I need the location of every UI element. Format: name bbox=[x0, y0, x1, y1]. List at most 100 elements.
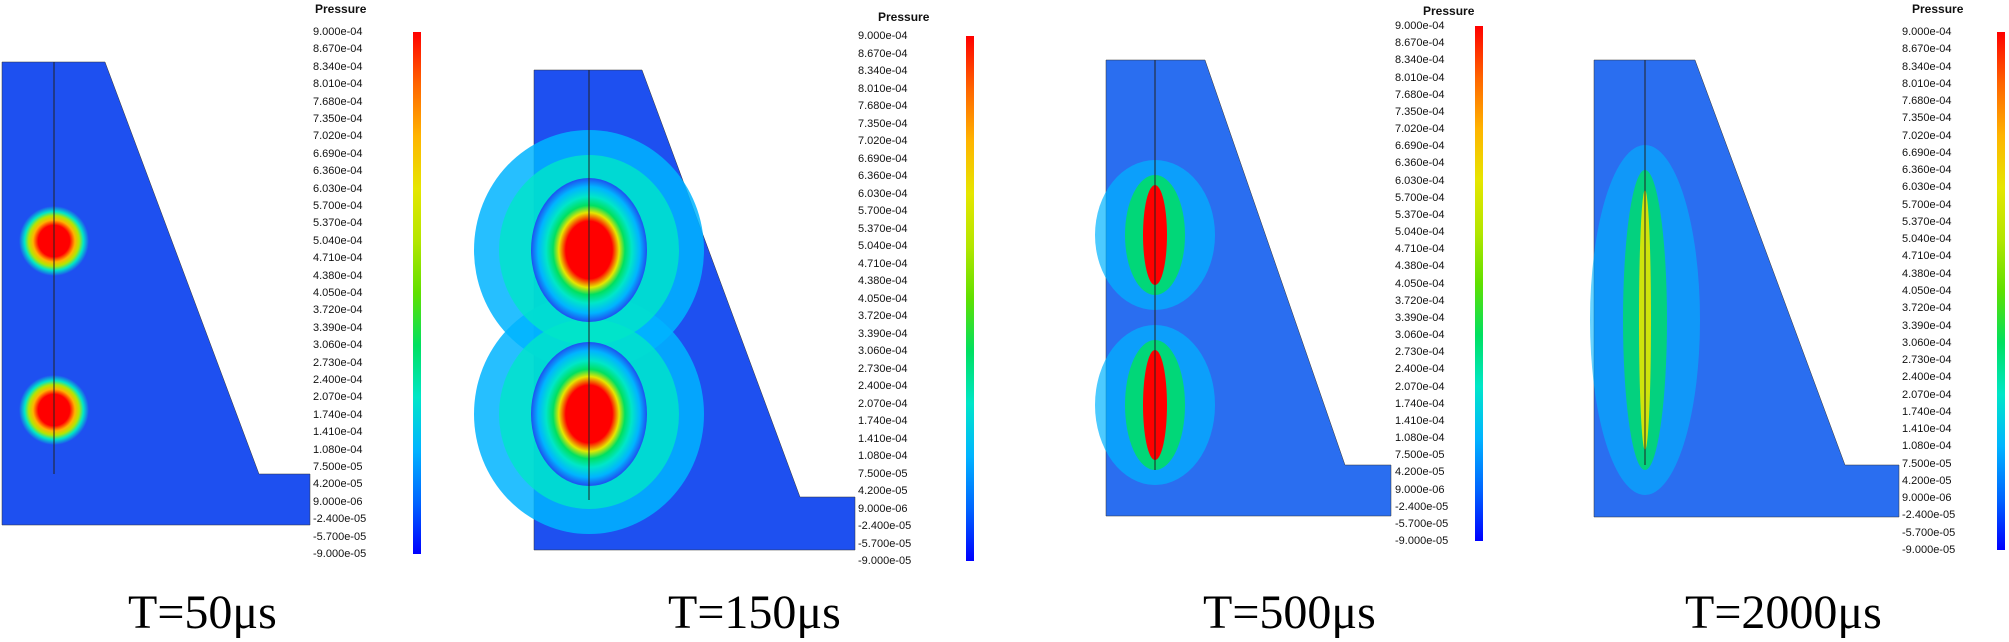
legend-tick-label: 8.340e-04 bbox=[1395, 54, 1445, 67]
legend-tick-label: 6.030e-04 bbox=[313, 182, 363, 195]
legend-tick-label: 8.670e-04 bbox=[313, 43, 363, 56]
caption-t150: T=150μs bbox=[668, 586, 841, 639]
legend-tick-label: 7.350e-04 bbox=[313, 113, 363, 125]
legend-tick-label: 3.390e-04 bbox=[858, 327, 908, 340]
legend-tick-label: 2.730e-04 bbox=[313, 356, 363, 369]
legend-tick-label: 5.040e-04 bbox=[1395, 226, 1445, 238]
caption-t500: T=500μs bbox=[1203, 586, 1376, 639]
legend-title: Pressure bbox=[315, 2, 367, 16]
legend-title: Pressure bbox=[878, 10, 930, 24]
legend-title: Pressure bbox=[1423, 4, 1475, 18]
legend-tick-label: 1.080e-04 bbox=[1395, 432, 1445, 444]
pressure-contour-t500 bbox=[1095, 59, 1392, 517]
legend-tick-label: 7.680e-04 bbox=[1395, 88, 1445, 101]
legend-tick-label: 6.360e-04 bbox=[1395, 157, 1445, 170]
legend-tick-label: 2.070e-04 bbox=[313, 391, 363, 404]
legend-tick-label: 3.060e-04 bbox=[313, 339, 363, 352]
legend-tick-label: 6.030e-04 bbox=[858, 187, 908, 200]
legend-tick-label: 8.010e-04 bbox=[858, 82, 908, 95]
legend-tick-label: 2.730e-04 bbox=[858, 362, 908, 375]
pressure-contour-t2000 bbox=[1590, 59, 1900, 518]
legend-tick-label: 6.690e-04 bbox=[1395, 140, 1445, 153]
legend-tick-label: 1.080e-04 bbox=[858, 450, 908, 462]
legend-title: Pressure bbox=[1912, 2, 1964, 16]
legend-tick-label: 9.000e-04 bbox=[858, 30, 908, 42]
legend-tick-label: 7.020e-04 bbox=[858, 135, 908, 147]
legend-colorbar bbox=[1475, 26, 1483, 541]
legend-tick-label: 9.000e-06 bbox=[858, 502, 908, 515]
legend-tick-label: 1.410e-04 bbox=[313, 426, 363, 439]
caption-t50: T=50μs bbox=[128, 586, 277, 639]
legend-tick-label: -2.400e-05 bbox=[313, 513, 367, 526]
legend-tick-label: 5.040e-04 bbox=[1902, 233, 1952, 246]
panel-t500: Pressure 9.000e-04 8.670e-04 8.340e-04 8.01… bbox=[1095, 0, 1525, 639]
legend-colorbar bbox=[1997, 32, 2005, 550]
legend-tick-label: 6.360e-04 bbox=[1902, 164, 1952, 177]
legend-tick-label: 6.690e-04 bbox=[313, 147, 363, 160]
legend-tick-label: 7.350e-04 bbox=[1902, 112, 1952, 125]
legend-tick-label: 6.360e-04 bbox=[313, 165, 363, 178]
legend-tick-label: 3.390e-04 bbox=[1902, 319, 1952, 332]
legend-tick-label: 4.710e-04 bbox=[313, 252, 363, 265]
legend-tick-label: 7.680e-04 bbox=[858, 100, 908, 112]
legend-tick-label: 8.340e-04 bbox=[1902, 60, 1952, 73]
legend-tick-label: -5.700e-05 bbox=[1395, 517, 1449, 530]
legend-tick-label: 2.400e-04 bbox=[1902, 371, 1952, 384]
legend-tick-label: 5.040e-04 bbox=[313, 234, 363, 247]
legend-tick-label: 5.370e-04 bbox=[858, 222, 908, 235]
legend-tick-label: 2.070e-04 bbox=[858, 397, 908, 410]
legend-colorbar bbox=[413, 32, 421, 554]
legend-tick-label: 3.390e-04 bbox=[1395, 311, 1445, 324]
legend-tick-label: 3.720e-04 bbox=[858, 310, 908, 322]
panel-t50: Pressure 9.000e-04 8.670e-04 8.340e-04 8.01… bbox=[0, 0, 430, 639]
legend-tick-label: 4.710e-04 bbox=[1395, 243, 1445, 256]
legend-tick-label: 7.350e-04 bbox=[1395, 105, 1445, 118]
legend-tick-label: 7.020e-04 bbox=[1395, 123, 1445, 135]
legend-tick-label: 1.080e-04 bbox=[1902, 440, 1952, 453]
legend-tick-label: 8.670e-04 bbox=[1902, 43, 1952, 56]
legend-tick-label: -9.000e-05 bbox=[313, 548, 367, 560]
legend-tick-label: 1.740e-04 bbox=[313, 408, 363, 421]
legend-tick-label: -2.400e-05 bbox=[1902, 509, 1956, 522]
pressure-contour-t150 bbox=[474, 69, 856, 551]
legend-tick-label: 1.740e-04 bbox=[858, 415, 908, 427]
legend-tick-label: 6.030e-04 bbox=[1902, 181, 1952, 194]
caption-t2000: T=2000μs bbox=[1685, 586, 1882, 639]
legend-tick-label: 8.010e-04 bbox=[1902, 77, 1952, 90]
legend-tick-label: 4.200e-05 bbox=[1395, 466, 1445, 479]
legend-tick-label: 4.050e-04 bbox=[1902, 285, 1952, 297]
dam-section-t50 bbox=[1, 61, 311, 526]
legend-tick-label: -9.000e-05 bbox=[1902, 544, 1956, 556]
legend-tick-label: 7.020e-04 bbox=[313, 130, 363, 143]
legend-tick-label: 4.200e-05 bbox=[313, 478, 363, 491]
legend-tick-label: 2.730e-04 bbox=[1902, 354, 1952, 367]
legend-tick-label: -9.000e-05 bbox=[858, 555, 912, 567]
legend-tick-label: 9.000e-06 bbox=[1395, 483, 1445, 496]
legend-tick-label: 2.400e-04 bbox=[1395, 363, 1445, 376]
legend-tick-label: 5.370e-04 bbox=[1395, 208, 1445, 221]
legend-tick-label: 8.340e-04 bbox=[858, 65, 908, 77]
legend-tick-label: 5.700e-04 bbox=[1395, 191, 1445, 204]
legend-tick-label: 1.740e-04 bbox=[1395, 397, 1445, 410]
legend-tick-label: 5.370e-04 bbox=[313, 217, 363, 230]
legend-tick-label: 7.020e-04 bbox=[1902, 129, 1952, 142]
legend-tick-label: 6.690e-04 bbox=[1902, 146, 1952, 159]
legend-tick-label: 7.500e-05 bbox=[1902, 457, 1952, 470]
legend-tick-label: 8.670e-04 bbox=[1395, 37, 1445, 50]
legend-tick-label: 4.380e-04 bbox=[313, 269, 363, 282]
legend-tick-label: 1.410e-04 bbox=[1395, 414, 1445, 427]
legend-tick-label: -2.400e-05 bbox=[858, 520, 912, 532]
legend-tick-label: 5.700e-04 bbox=[858, 205, 908, 217]
legend-tick-label: 5.370e-04 bbox=[1902, 215, 1952, 228]
legend-tick-label: -9.000e-05 bbox=[1395, 535, 1449, 547]
legend-tick-label: 2.400e-04 bbox=[313, 374, 363, 386]
legend-tick-label: -5.700e-05 bbox=[313, 530, 367, 543]
legend-tick-label: 3.060e-04 bbox=[1395, 329, 1445, 341]
legend-tick-label: 7.350e-04 bbox=[858, 117, 908, 130]
legend-tick-label: 4.050e-04 bbox=[858, 292, 908, 305]
legend-tick-label: 9.000e-06 bbox=[313, 495, 363, 508]
legend-tick-label: 9.000e-04 bbox=[1395, 20, 1445, 32]
legend-tick-label: 9.000e-04 bbox=[1902, 26, 1952, 38]
panel-t150: Pressure 9.000e-04 8.670e-04 8.340e-04 8.01… bbox=[474, 0, 974, 639]
legend-tick-label: 4.710e-04 bbox=[858, 257, 908, 270]
